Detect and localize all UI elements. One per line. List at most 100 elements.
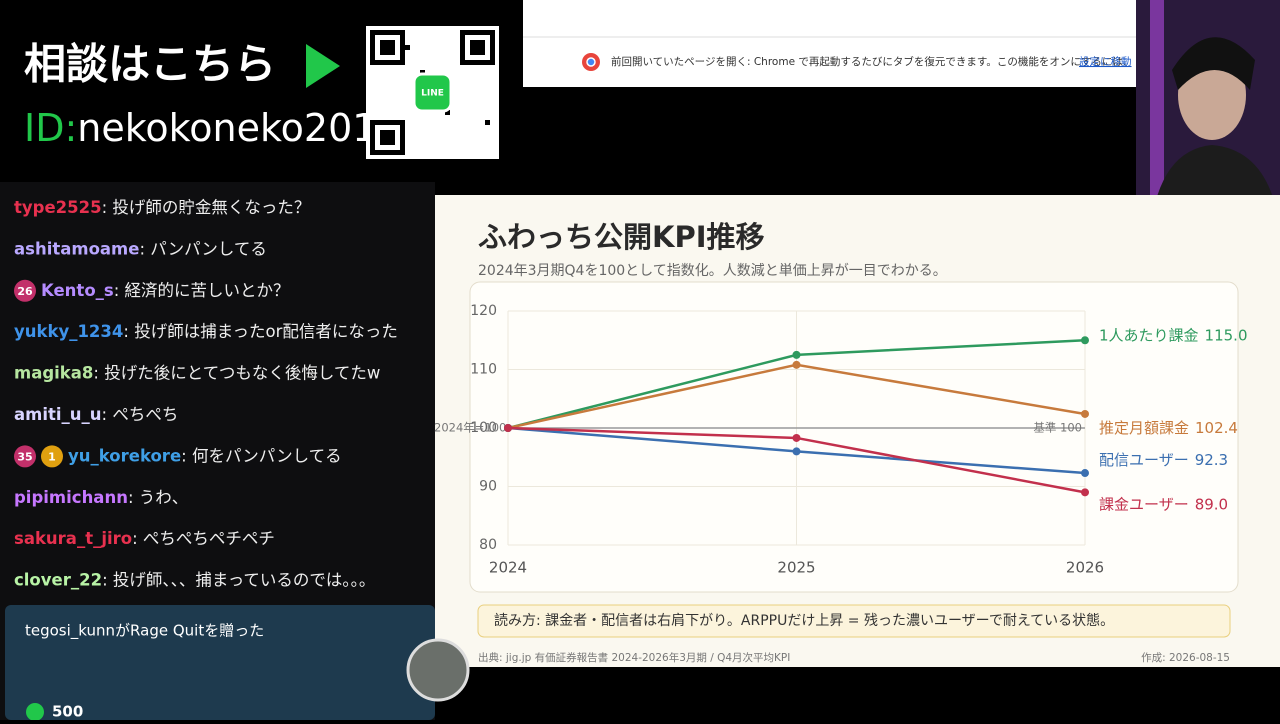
note-box (477, 604, 1231, 638)
chat-user: magika8 (14, 363, 93, 382)
end-label: 課金ユーザー 89.0 (1099, 495, 1228, 513)
line-icon (412, 72, 453, 113)
chat-message: : 投げ師、、、捕まっているのでは。。。 (102, 570, 375, 589)
gift-text: tegosi_kunnがRage Quitを贈った (25, 622, 264, 641)
value-label: 92.3 (1195, 451, 1228, 469)
chat-user: ashitamoame (14, 239, 139, 258)
series-name: 配信ユーザー (1099, 451, 1189, 469)
settings-link[interactable]: 設定に移動 (1079, 55, 1132, 68)
chat-message: : うわ、 (128, 487, 188, 506)
cta: 相談はこちら (24, 40, 276, 89)
note: 読み方: 課金者・配信者は右肩下がり。ARPPUだけ上昇 = 残った濃いユーザー… (494, 612, 1114, 629)
qr-cell (485, 120, 490, 125)
qr-finder (470, 40, 485, 55)
chat-line: clover_22: 投げ師、、、捕まっているのでは。。。 (14, 570, 375, 589)
chat-line: ashitamoame: パンパンしてる (14, 239, 267, 258)
chat-user: clover_22 (14, 570, 102, 589)
y-tick-label: 100 (470, 420, 497, 436)
chat-line: Kento_s: 経済的に苦しいとか？ (41, 280, 290, 299)
chat-message: : 何をパンパンしてる (181, 446, 341, 465)
x-tick-label: 2024 (489, 559, 527, 577)
value-label: 102.4 (1195, 418, 1238, 436)
reference-left-label: 2024年=100 (434, 421, 506, 435)
source: 出典: jig.jp 有価証券報告書 2024-2026年3月期 / Q4月次平… (478, 651, 790, 664)
chat-user: type2525 (14, 198, 102, 217)
chat-badge-label: 26 (17, 285, 33, 298)
qr-cell (405, 45, 410, 50)
chat-user: Kento_s (41, 280, 114, 299)
qr-finder (380, 40, 395, 55)
gift-box (5, 605, 435, 720)
chat-message: : 投げた後にとてつもなく後悔してたw (93, 363, 380, 382)
series-point (1081, 488, 1089, 497)
chat-badge (41, 445, 63, 468)
chat-line: yu_korekore: 何をパンパンしてる (68, 446, 342, 465)
gift-badge (406, 638, 470, 702)
qr-finder (380, 130, 395, 145)
play-arrow (306, 44, 340, 88)
series-point (504, 424, 512, 432)
series-point (792, 447, 801, 456)
chart-card (469, 281, 1239, 593)
id-line: ID:nekokoneko2018 (24, 106, 401, 150)
x-tick-label: 2025 (777, 559, 815, 577)
chat-message: : ぺちぺち (102, 405, 179, 424)
end-label: 配信ユーザー 92.3 (1099, 451, 1228, 469)
y-tick-label: 80 (479, 537, 497, 553)
chat-message: : 投げ師の貯金無くなった？ (102, 198, 311, 217)
chat-user: amiti_u_u (14, 405, 102, 424)
y-tick-label: 90 (479, 479, 497, 495)
chat-line: magika8: 投げた後にとてつもなく後悔してたw (14, 363, 380, 382)
series-point (1081, 409, 1089, 418)
chart-title: ふわっち公開KPI推移 (478, 220, 765, 254)
chat-message: : 投げ師は捕まったor配信者になった (123, 322, 398, 341)
webcam-light (1150, 0, 1164, 230)
chat-badge (14, 445, 36, 468)
created: 作成: 2026-08-15 (1141, 652, 1230, 664)
series-point (1081, 336, 1089, 345)
chat-line: sakura_t_jiro: ぺちぺちペチペチ (14, 529, 275, 548)
chat-line: amiti_u_u: ぺちぺち (14, 405, 178, 424)
chat-badge (14, 279, 36, 302)
chat-message: : 経済的に苦しいとか？ (114, 280, 290, 299)
browser-notice: 前回開いていたページを開く: Chrome で再起動するたびにタブを復元できます… (611, 55, 1133, 68)
line-icon-label: LINE (421, 89, 444, 99)
webcam-hair (1172, 37, 1255, 90)
gift-amount: 500 (52, 703, 83, 721)
chat-line: pipimichann: うわ、 (14, 487, 188, 506)
value-label: 115.0 (1205, 326, 1248, 344)
series-name: 推定月額課金 (1099, 418, 1189, 436)
chrome-icon-center (586, 57, 596, 67)
chat-user: yu_korekore (68, 446, 181, 465)
y-tick-label: 110 (470, 362, 497, 378)
y-tick-label: 120 (470, 303, 497, 319)
qr-cell (445, 110, 450, 115)
qr-pattern (370, 30, 495, 155)
series-name: 課金ユーザー (1099, 495, 1189, 513)
chat-user: sakura_t_jiro (14, 529, 132, 548)
browser-notice-bar (523, 0, 1136, 87)
coin-icon (26, 703, 44, 721)
chat-badge-label: 35 (17, 450, 32, 463)
series-point (792, 360, 801, 369)
chat-user: yukky_1234 (14, 322, 123, 341)
chat-line: type2525: 投げ師の貯金無くなった？ (14, 198, 310, 217)
x-tick-label: 2026 (1066, 559, 1104, 577)
series-point (792, 350, 801, 359)
chart-subtitle: 2024年3月期Q4を100として指数化。人数減と単価上昇が一目でわかる。 (478, 262, 947, 279)
series-name: 1人あたり課金 (1099, 326, 1199, 344)
chat-line: yukky_1234: 投げ師は捕まったor配信者になった (14, 322, 398, 341)
value-label: 89.0 (1195, 495, 1228, 513)
reference-label: 基準 100 (1033, 421, 1082, 435)
id: nekokoneko2018 (77, 106, 400, 150)
series-point (792, 433, 801, 442)
chat-message: : ぺちぺちペチペチ (132, 529, 275, 548)
chat-message: : パンパンしてる (139, 239, 266, 258)
chat-badge-label: 1 (48, 450, 56, 463)
id-prefix: ID: (24, 106, 77, 150)
end-label: 1人あたり課金 115.0 (1099, 326, 1248, 344)
series-point (1081, 469, 1089, 478)
end-label: 推定月額課金 102.4 (1099, 418, 1238, 436)
chat-user: pipimichann (14, 487, 128, 506)
